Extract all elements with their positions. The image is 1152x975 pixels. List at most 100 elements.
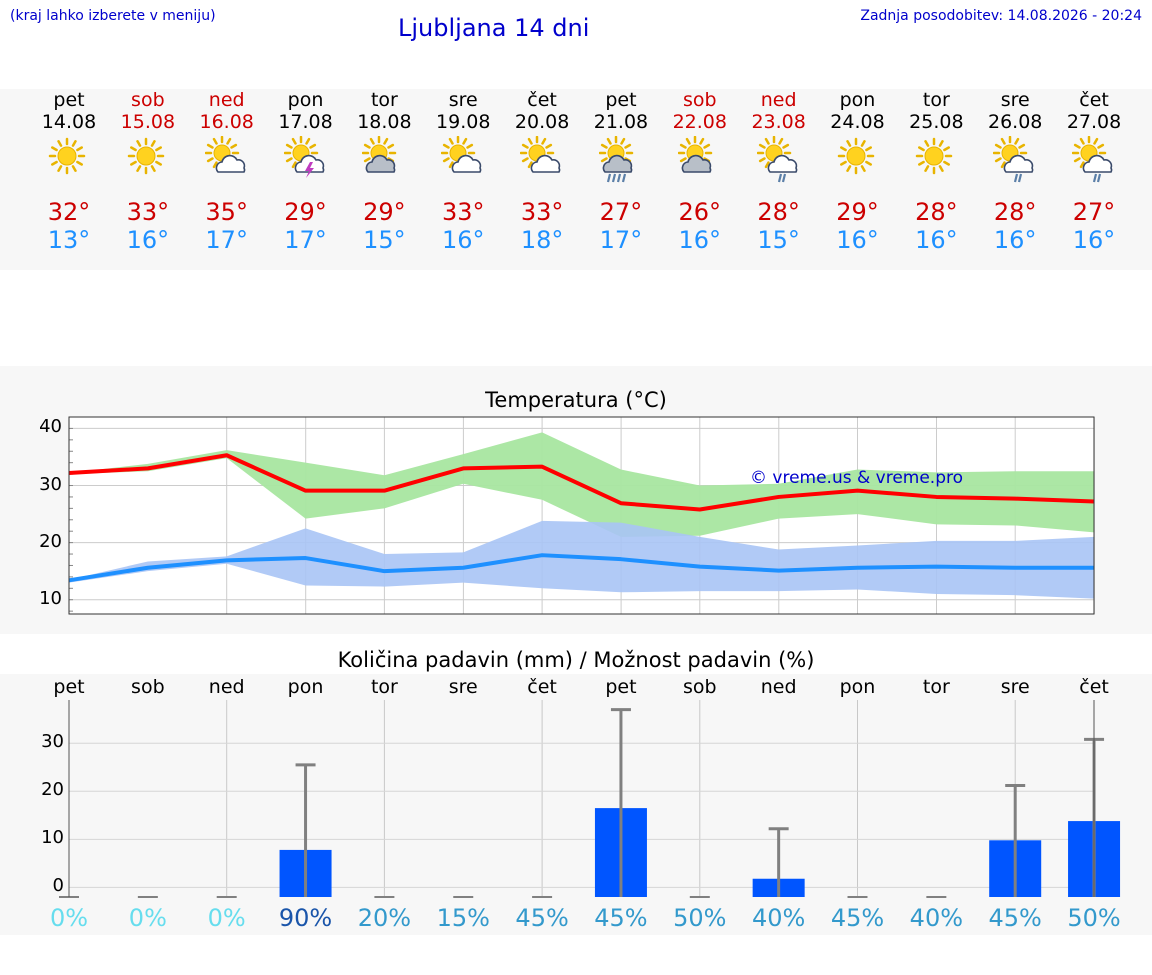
precip-probability: 50% [1067,904,1121,932]
max-temp-line [68,453,1095,512]
sun-cloud-icon [441,136,482,173]
precip-y-tick: 10 [41,827,64,849]
day-date: 21.08 [593,111,649,133]
temp-max: 32° [47,198,91,226]
precip-y-tick: 30 [41,731,64,753]
precip-probability: 15% [436,904,490,932]
day-name: čet [527,89,557,111]
precip-day-label: sob [131,676,165,698]
temp-max: 27° [1072,198,1116,226]
day-name: pet [605,89,637,111]
precip-probability: 40% [751,904,806,932]
precip-day-label: čet [1079,676,1109,698]
temp-min: 18° [520,226,564,254]
temperature-chart-title: Temperatura (°C) [485,388,667,412]
precip-day-label: sob [683,676,717,698]
temp-min: 16° [441,226,485,254]
temp-y-tick: 10 [39,587,62,609]
sun-rain-icon [1072,136,1113,183]
temp-min: 15° [757,226,800,254]
day-date: 16.08 [199,111,254,133]
precipitation-chart-title: Količina padavin (mm) / Možnost padavin … [337,648,815,672]
day-name: sre [448,89,478,111]
precip-probability: 50% [673,904,727,932]
last-update: Zadnja posodobitev: 14.08.2026 - 20:24 [860,8,1142,24]
day-date: 24.08 [830,111,885,133]
temp-max: 26° [678,198,722,226]
temp-max: 29° [836,198,879,226]
precip-day-label: sre [1000,676,1030,698]
day-date: 14.08 [41,111,97,133]
precip-day-label: tor [370,676,398,698]
temp-max: 28° [993,198,1037,226]
temp-min: 16° [915,226,958,254]
precip-probability: 0% [207,904,246,932]
temperature-plot-frame [68,416,1095,615]
temp-min: 13° [47,226,91,254]
precip-y-tick: 20 [41,779,64,801]
temp-y-tick: 30 [39,473,62,495]
temp-max: 28° [757,198,800,226]
precip-probability: 90% [278,904,333,932]
day-name: pon [839,89,876,111]
temp-max: 29° [284,198,327,226]
temp-max: 33° [126,198,170,226]
precip-probability: 0% [128,904,167,932]
copyright-note[interactable]: © vreme.us & vreme.pro [750,468,964,488]
precip-probability: 45% [988,904,1042,932]
precip-probability: 45% [515,904,569,932]
precip-probability: 45% [594,904,648,932]
sun-icon [48,137,86,175]
day-date: 15.08 [120,111,176,133]
min-temp-line [68,553,1095,583]
precip-day-label: čet [527,676,557,698]
temp-y-tick: 40 [39,416,62,438]
sun-rain-heavy-icon [598,136,634,183]
sun-icon [127,137,165,175]
day-name: čet [1079,89,1109,111]
day-name: tor [370,89,398,111]
precip-day-label: ned [208,676,245,698]
temp-max: 33° [441,198,485,226]
day-name: ned [208,89,245,111]
day-date: 26.08 [987,111,1043,133]
day-date: 27.08 [1066,111,1122,133]
day-date: 18.08 [357,111,412,133]
temp-min: 17° [599,226,643,254]
sun-rain-icon [993,136,1034,183]
precip-probability: 40% [909,904,964,932]
precip-day-label: pon [839,676,876,698]
min-temp-range-band [69,520,1095,599]
precip-day-label: pet [605,676,637,698]
precipitation-plot-area [69,700,1094,897]
temp-min: 17° [284,226,327,254]
sun-cloud-icon [204,136,246,173]
day-name: pon [287,89,324,111]
precip-day-label: ned [760,676,797,698]
temp-max: 27° [599,198,643,226]
sun-icon [837,137,874,175]
temp-min: 15° [363,226,406,254]
day-date: 22.08 [672,111,727,133]
temp-max: 28° [915,198,958,226]
temp-min: 16° [126,226,170,254]
location-hint[interactable]: (kraj lahko izberete v meniju) [10,8,216,24]
temp-min: 16° [1072,226,1116,254]
sun-icon [916,137,953,175]
precip-day-label: pet [53,676,85,698]
day-name: pet [53,89,85,111]
precip-day-label: tor [922,676,950,698]
temp-max: 29° [363,198,406,226]
temp-min: 16° [836,226,879,254]
precip-day-label: sre [448,676,478,698]
sun-thunder-icon [283,136,324,178]
day-date: 23.08 [751,111,806,133]
temp-min: 17° [205,226,248,254]
sun-cloud-icon [520,136,561,173]
sun-rain-icon [756,136,797,183]
temp-max: 33° [520,198,564,226]
page-title: Ljubljana 14 dni [398,14,590,42]
sun-dark-cloud-icon [362,136,397,173]
day-date: 25.08 [909,111,964,133]
